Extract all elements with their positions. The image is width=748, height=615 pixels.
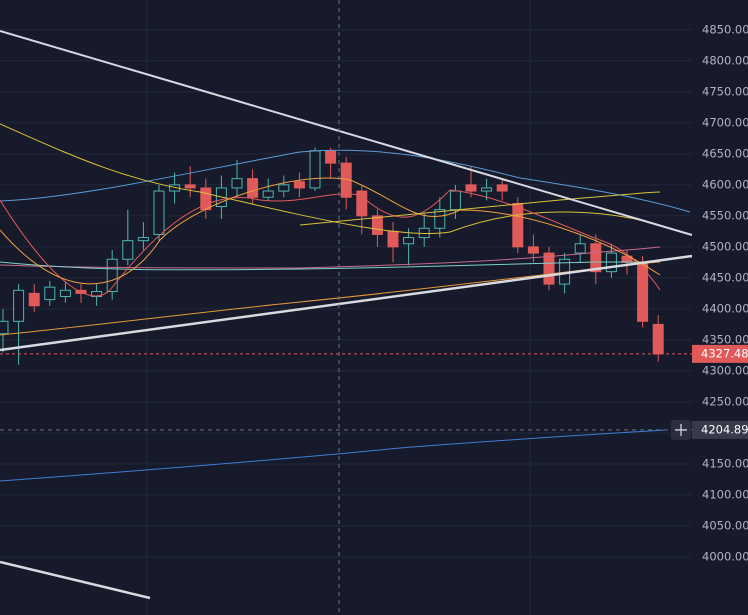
candle-body — [231, 178, 243, 189]
indicators — [0, 30, 693, 600]
ma-line — [0, 261, 660, 271]
ma-line — [0, 189, 661, 297]
ma-line — [0, 177, 661, 285]
y-tick-label: 4100.00 — [702, 487, 748, 501]
y-tick-label: 4400.00 — [702, 301, 748, 315]
candle-body — [153, 190, 165, 235]
candle-body — [652, 323, 664, 355]
candle-body — [543, 252, 555, 285]
ma-line — [299, 191, 661, 226]
y-tick-label: 4450.00 — [702, 270, 748, 284]
candle-body — [325, 150, 337, 164]
ma-line — [0, 246, 661, 269]
candle-body — [44, 286, 56, 301]
candle-body — [496, 184, 508, 192]
y-tick-label: 4550.00 — [702, 208, 748, 222]
candle-body — [465, 184, 477, 192]
y-tick-label: 4850.00 — [702, 22, 748, 36]
candle-body — [590, 243, 602, 273]
y-tick-label: 4150.00 — [702, 456, 748, 470]
candle-body — [59, 289, 71, 297]
last-price-label: 4327.48 — [701, 346, 748, 360]
candle-body — [387, 230, 399, 248]
y-tick-label: 4300.00 — [702, 363, 748, 377]
candle-body — [28, 292, 40, 307]
candle-body — [137, 237, 149, 242]
last-price-box — [692, 344, 748, 363]
ma-line — [0, 149, 691, 213]
candle-body — [527, 246, 539, 254]
y-tick-label: 4050.00 — [702, 518, 748, 532]
candle-body — [106, 258, 118, 293]
trend-line — [0, 560, 151, 600]
y-tick-label: 4350.00 — [702, 332, 748, 346]
candle-body — [0, 320, 9, 335]
ma-line — [0, 429, 666, 482]
y-tick-label: 4250.00 — [702, 394, 748, 408]
candle-body — [574, 243, 586, 254]
candle-body — [371, 215, 383, 235]
candle-body — [247, 178, 259, 198]
y-tick-label: 4800.00 — [702, 53, 748, 67]
candle-body — [13, 289, 25, 322]
candle-body — [122, 240, 134, 260]
y-tick-label: 4000.00 — [702, 550, 748, 564]
y-tick-label: 4700.00 — [702, 115, 748, 129]
crosshair-label: 4204.89 — [701, 422, 748, 436]
candle-body — [356, 190, 368, 217]
candle-body — [293, 181, 305, 189]
y-tick-label: 4500.00 — [702, 239, 748, 253]
ma-line — [0, 123, 661, 235]
y-tick-label: 4650.00 — [702, 146, 748, 160]
candle-body — [184, 184, 196, 189]
candle-body — [512, 202, 524, 248]
candle-body — [262, 190, 274, 198]
y-tick-label: 4600.00 — [702, 177, 748, 191]
crosshair-box — [692, 420, 748, 439]
trend-line — [0, 30, 693, 236]
candle-body — [309, 150, 321, 189]
candle-body — [278, 184, 290, 192]
candle-body — [449, 190, 461, 211]
y-tick-label: 4750.00 — [702, 84, 748, 98]
trend-line — [0, 254, 693, 352]
price-axis — [692, 0, 748, 615]
candle-body — [434, 209, 446, 229]
candle-body — [481, 187, 493, 192]
plus-icon — [675, 423, 687, 436]
axis: 4000.004050.004100.004150.004200.004250.… — [671, 22, 748, 564]
candle-body — [403, 237, 415, 245]
